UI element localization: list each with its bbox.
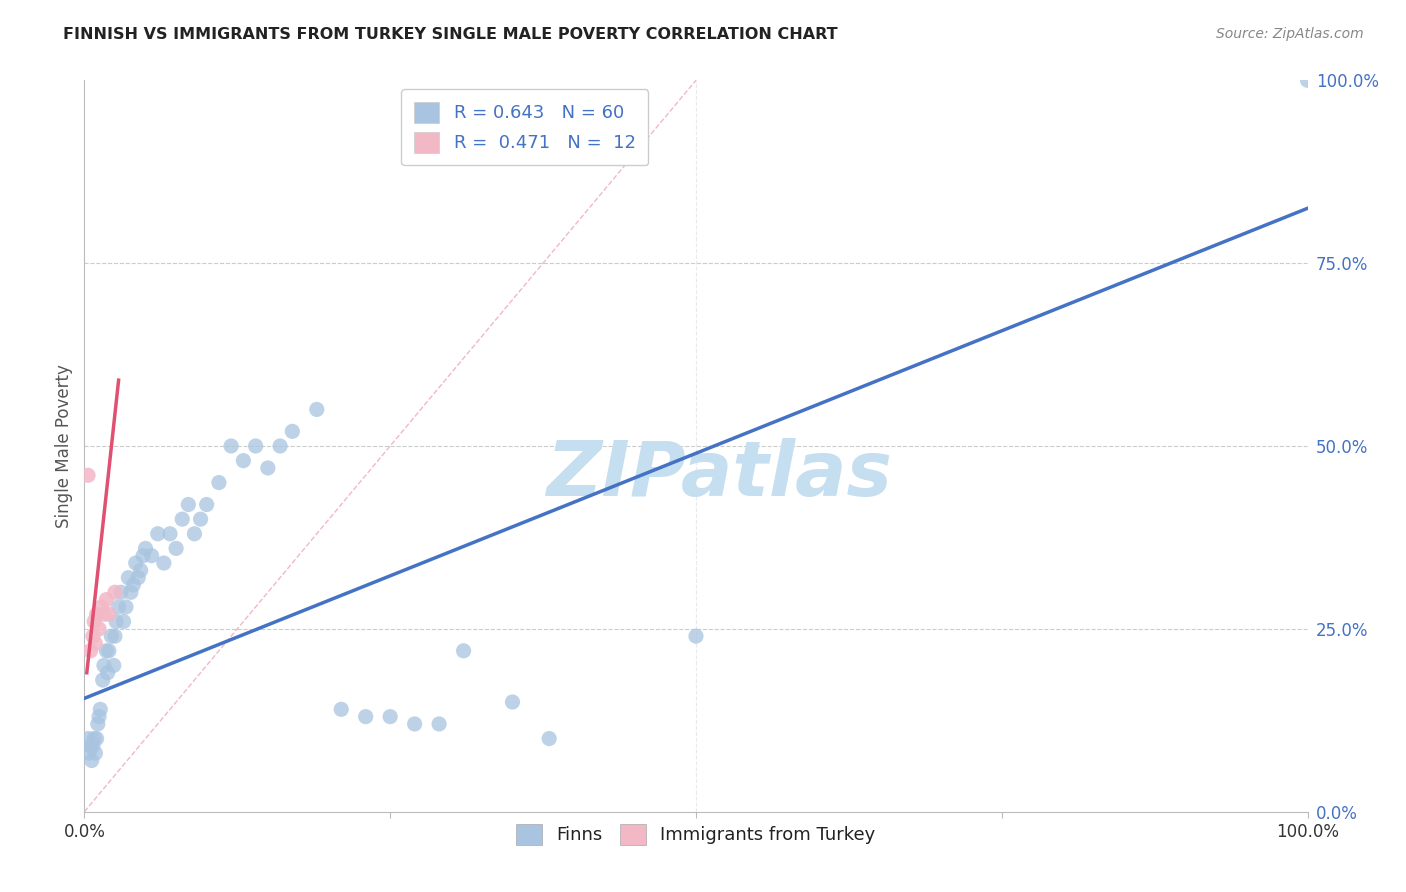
Point [146, 526, 169, 541]
Text: FINNISH VS IMMIGRANTS FROM TURKEY SINGLE MALE POVERTY CORRELATION CHART: FINNISH VS IMMIGRANTS FROM TURKEY SINGLE… [63, 27, 838, 42]
Point [427, 717, 450, 731]
Point [103, 658, 125, 673]
Point [104, 585, 127, 599]
Point [165, 541, 187, 556]
Point [141, 549, 163, 563]
Point [195, 498, 218, 512]
Point [100, 629, 122, 643]
Point [83, 615, 105, 629]
Point [97, 665, 120, 680]
Legend: Finns, Immigrants from Turkey: Finns, Immigrants from Turkey [508, 815, 884, 854]
Text: ZIPatlas: ZIPatlas [547, 438, 893, 512]
Point [305, 402, 328, 417]
Point [153, 556, 176, 570]
Point [82, 739, 104, 753]
Point [112, 615, 135, 629]
Point [183, 526, 205, 541]
Point [82, 629, 104, 643]
Point [115, 599, 138, 614]
Point [93, 607, 115, 622]
Point [77, 731, 100, 746]
Point [538, 731, 561, 746]
Point [77, 746, 100, 760]
Point [79, 739, 101, 753]
Point [80, 754, 103, 768]
Point [97, 607, 120, 622]
Point [117, 571, 139, 585]
Point [453, 644, 475, 658]
Point [172, 512, 194, 526]
Point [125, 556, 148, 570]
Point [132, 549, 155, 563]
Point [269, 439, 291, 453]
Point [685, 629, 707, 643]
Point [1296, 73, 1319, 87]
Point [84, 636, 107, 650]
Point [97, 644, 120, 658]
Point [354, 709, 377, 723]
Point [96, 644, 118, 658]
Point [257, 461, 280, 475]
Point [86, 731, 108, 746]
Point [122, 578, 145, 592]
Text: Source: ZipAtlas.com: Source: ZipAtlas.com [1216, 27, 1364, 41]
Y-axis label: Single Male Poverty: Single Male Poverty [55, 364, 73, 528]
Point [77, 468, 100, 483]
Point [105, 615, 128, 629]
Point [96, 592, 118, 607]
Point [93, 658, 115, 673]
Point [83, 731, 105, 746]
Point [107, 599, 129, 614]
Point [90, 599, 112, 614]
Point [87, 717, 110, 731]
Point [135, 541, 157, 556]
Point [380, 709, 402, 723]
Point [404, 717, 426, 731]
Point [79, 644, 101, 658]
Point [208, 475, 231, 490]
Point [502, 695, 524, 709]
Point [232, 453, 254, 467]
Point [129, 563, 152, 577]
Point [87, 709, 110, 723]
Point [91, 673, 114, 687]
Point [330, 702, 353, 716]
Point [127, 571, 149, 585]
Point [219, 439, 242, 453]
Point [177, 498, 200, 512]
Point [110, 585, 132, 599]
Point [159, 526, 181, 541]
Point [245, 439, 267, 453]
Point [190, 512, 212, 526]
Point [89, 702, 111, 716]
Point [86, 607, 108, 622]
Point [281, 425, 304, 439]
Point [104, 629, 127, 643]
Point [120, 585, 142, 599]
Point [84, 746, 107, 760]
Point [87, 622, 110, 636]
